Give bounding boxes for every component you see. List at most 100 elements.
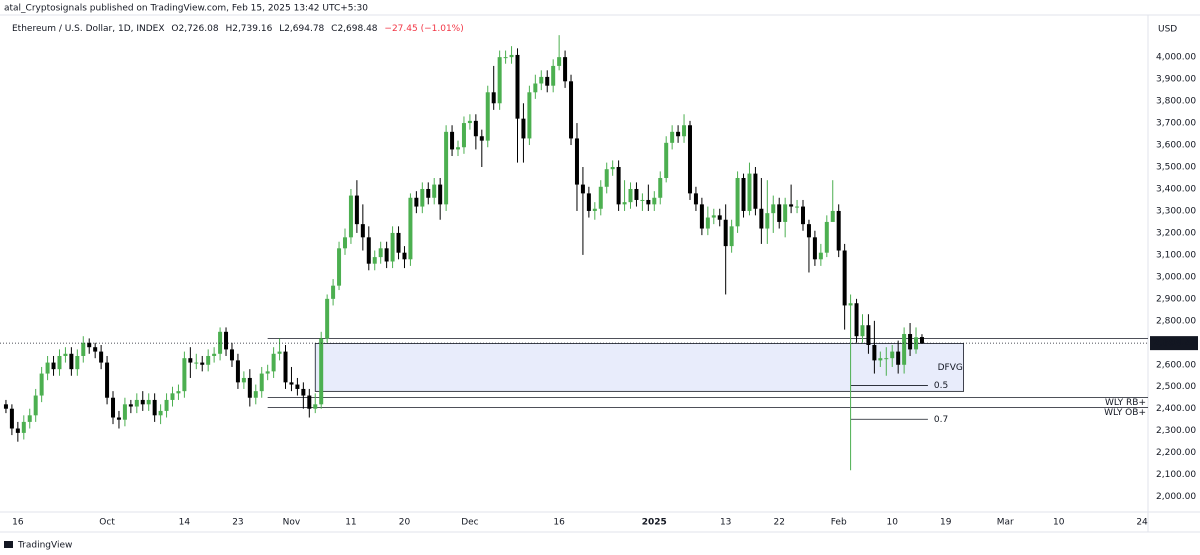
candle-body — [21, 421, 26, 433]
candle-body — [801, 206, 806, 225]
last-price-tag — [1150, 336, 1198, 351]
candle-body — [539, 76, 544, 84]
candle-body — [384, 248, 389, 262]
x-tick-label: Nov — [283, 518, 301, 528]
candle-body — [527, 92, 532, 139]
x-tick-label: 10 — [887, 518, 899, 528]
candle-body — [9, 408, 14, 429]
candles — [3, 35, 924, 471]
y-tick-label: 3,000.00 — [1156, 272, 1196, 282]
candle-body — [224, 331, 229, 350]
candle-body — [378, 248, 383, 258]
candle-body — [592, 208, 597, 211]
x-tick-label: 14 — [179, 518, 191, 528]
candle-body — [247, 377, 252, 398]
candle-body — [473, 120, 478, 137]
candle-body — [289, 382, 294, 385]
level-label: WLY RB+ — [1105, 398, 1146, 408]
candle-body — [872, 344, 877, 361]
candle-body — [354, 195, 359, 225]
candle-body — [783, 204, 788, 222]
candle-body — [682, 125, 687, 137]
candle-body — [908, 334, 913, 350]
candle-body — [146, 399, 151, 405]
candle-body — [366, 237, 371, 264]
candle-body — [313, 404, 318, 409]
y-tick-label: 3,100.00 — [1156, 250, 1196, 260]
candle-body — [45, 362, 50, 374]
candle-body — [580, 184, 585, 194]
candle-body — [218, 331, 223, 354]
candle-body — [342, 237, 347, 249]
y-tick-label: 3,700.00 — [1156, 119, 1196, 129]
candle-body — [15, 428, 20, 433]
candle-body — [919, 337, 924, 344]
candle-body — [574, 138, 579, 185]
candle-body — [634, 188, 639, 200]
candle-body — [116, 417, 121, 420]
candle-body — [438, 184, 443, 205]
candle-body — [105, 362, 110, 398]
candle-body — [854, 303, 859, 337]
x-tick-label: 13 — [720, 518, 731, 528]
candle-body — [670, 131, 675, 143]
y-tick-label: 3,900.00 — [1156, 75, 1196, 85]
candle-body — [914, 337, 919, 350]
candle-body — [848, 303, 853, 306]
legend-high: H2,739.16 — [225, 24, 272, 34]
publisher: atal_Cryptosignals published on TradingV… — [4, 4, 368, 14]
last-price-label: 2,698.48 — [1153, 339, 1197, 349]
y-tick-label: 3,300.00 — [1156, 206, 1196, 216]
x-tick-label: 16 — [553, 518, 565, 528]
candle-body — [860, 325, 865, 337]
footer: TradingView — [4, 541, 72, 551]
candle-body — [771, 204, 776, 214]
y-tick-label: 4,000.00 — [1156, 53, 1196, 63]
candle-body — [158, 410, 163, 416]
candle-body — [557, 57, 562, 66]
candle-body — [63, 353, 68, 356]
candle-body — [93, 347, 98, 352]
candle-body — [57, 355, 62, 370]
candle-body — [604, 169, 609, 187]
legend-symbol: Ethereum / U.S. Dollar, 1D, INDEX — [12, 24, 165, 34]
candle-body — [878, 358, 883, 361]
candle-body — [206, 355, 211, 365]
candle-body — [789, 204, 794, 207]
candle-body — [450, 131, 455, 150]
x-tick-label: Mar — [997, 518, 1014, 528]
y-tick-label: 2,300.00 — [1156, 426, 1196, 436]
candle-body — [551, 65, 556, 86]
candle-body — [676, 131, 681, 137]
candle-body — [812, 237, 817, 260]
candle-body — [122, 404, 127, 420]
candle-body — [348, 195, 353, 238]
candle-body — [164, 399, 169, 411]
candle-body — [27, 415, 32, 422]
candle-body — [69, 353, 74, 370]
candle-body — [569, 81, 574, 139]
x-tick-label: 20 — [399, 518, 411, 528]
candle-body — [884, 358, 889, 360]
candle-body — [896, 351, 901, 365]
candle-body — [806, 224, 811, 238]
candle-body — [836, 210, 841, 251]
candle-body — [182, 358, 187, 392]
y-tick-label: 3,200.00 — [1156, 228, 1196, 238]
candle-body — [699, 204, 704, 229]
candle-body — [212, 353, 217, 356]
candle-body — [372, 257, 377, 264]
candle-body — [259, 373, 264, 392]
candle-body — [467, 120, 472, 124]
candle-body — [711, 215, 716, 218]
candle-body — [301, 388, 306, 396]
fvg-label: DFVG — [938, 363, 963, 373]
x-tick-label: 10 — [1053, 518, 1065, 528]
candle-body — [319, 338, 324, 405]
candle-body — [295, 384, 300, 389]
legend-low: L2,694.78 — [279, 24, 324, 34]
fvg-box — [314, 343, 965, 392]
candle-body — [687, 125, 692, 194]
